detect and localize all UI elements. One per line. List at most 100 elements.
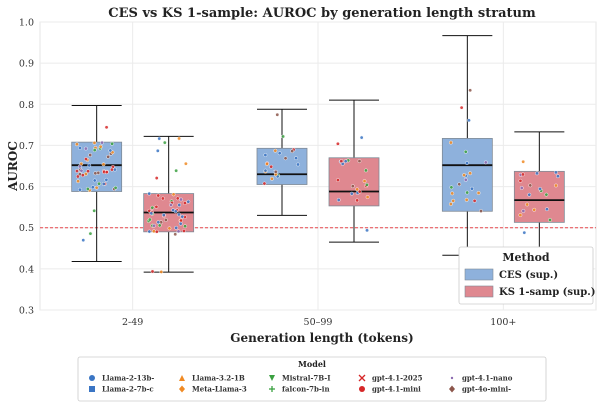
model-point [79, 168, 84, 173]
model-point [94, 185, 99, 190]
model-point [104, 170, 109, 175]
legend-swatch [464, 268, 494, 281]
model-point [87, 163, 92, 168]
model-point [459, 105, 464, 110]
model-point [152, 223, 156, 228]
model-point [263, 153, 268, 157]
model-point [84, 157, 88, 161]
model-point [177, 203, 182, 207]
model-point [468, 88, 473, 93]
model-point [336, 178, 340, 183]
x-tick-label: 50–99 [304, 317, 333, 328]
y-tick-label: 0.5 [19, 223, 34, 234]
model-point [113, 185, 118, 190]
model-point [110, 141, 115, 146]
model-point [154, 229, 159, 234]
model-point [263, 168, 268, 173]
model-point [173, 232, 178, 237]
model-point [466, 118, 471, 123]
model-point [521, 159, 526, 164]
model-point [106, 154, 111, 159]
model-point [77, 164, 82, 169]
model-point [355, 187, 360, 192]
marker-circle [359, 386, 365, 392]
model-legend: Model Llama-2-13b- Llama-2-7b-c Llama-3.2-1… [77, 356, 547, 402]
model-legend-item: falcon-7b-in [269, 385, 330, 394]
y-ticks: 0.3 0.4 0.5 0.6 0.7 0.8 0.9 1.0 [19, 18, 34, 317]
model-point [174, 168, 179, 173]
chart-title: CES vs KS 1-sample: AUROC by generation … [108, 6, 536, 21]
model-point [104, 125, 109, 130]
model-point [339, 159, 344, 164]
model-point [75, 169, 79, 173]
marker-x-b [358, 374, 366, 382]
model-point [157, 223, 162, 228]
model-point [362, 179, 367, 184]
model-point [357, 159, 362, 164]
model-point [78, 146, 82, 150]
model-legend-item: gpt-4.1-2025 [358, 374, 423, 383]
model-point [154, 176, 159, 181]
model-point [448, 202, 453, 206]
y-tick-label: 1.0 [19, 18, 34, 29]
y-axis-label: AUROC [6, 141, 20, 192]
model-point [519, 186, 524, 190]
model-point [108, 148, 113, 153]
legend-label: KS 1-samp (sup.) [499, 287, 596, 298]
method-legend: Method CES (sup.) KS 1-samp (sup.) [458, 246, 596, 305]
model-point [470, 186, 474, 191]
model-point [465, 190, 470, 195]
model-point [528, 183, 533, 188]
model-point [273, 169, 278, 174]
model-point [554, 183, 558, 188]
model-legend-item: gpt-4.1-mini [359, 385, 421, 394]
model-point [182, 228, 186, 233]
box-1-2 [513, 131, 565, 255]
model-point [147, 229, 152, 234]
marker-triangle-down [269, 375, 275, 381]
model-legend-frame [77, 356, 547, 402]
model-point [76, 179, 81, 184]
model-point [83, 171, 88, 176]
model-point [525, 202, 530, 207]
model-point [97, 181, 102, 186]
model-point [83, 146, 88, 151]
model-legend-label: Llama-2-7b-c [102, 385, 154, 394]
marker-diamond [179, 385, 185, 393]
model-point [518, 178, 523, 183]
model-point [468, 171, 473, 176]
model-point [169, 202, 173, 207]
model-point [180, 214, 185, 219]
model-point [155, 148, 160, 153]
model-point [283, 156, 288, 161]
model-point [449, 185, 454, 190]
model-point [476, 191, 481, 195]
model-point [545, 207, 549, 212]
model-point [457, 182, 462, 187]
model-point [88, 231, 93, 236]
model-point [150, 205, 155, 210]
model-point [465, 161, 469, 166]
model-point [162, 140, 167, 145]
model-legend-label: Llama-3.2-1B [192, 374, 245, 383]
model-legend-label: falcon-7b-in [282, 385, 330, 394]
model-legend-label: Mistral-7B-I [282, 374, 330, 383]
x-tick-label: 2-49 [122, 317, 143, 328]
model-legend-item: Meta-Llama-3 [179, 385, 247, 394]
model-point [174, 225, 179, 230]
model-point [147, 191, 152, 196]
model-point [294, 156, 298, 161]
model-point [336, 198, 341, 202]
model-point [175, 196, 180, 201]
model-point [98, 144, 103, 149]
model-point [281, 134, 286, 139]
model-point [273, 148, 278, 153]
model-point [77, 187, 82, 192]
model-point [86, 169, 90, 174]
model-point [535, 171, 539, 176]
marker-diamond [449, 385, 455, 393]
model-point [74, 142, 79, 147]
model-point [364, 182, 369, 187]
model-point [269, 164, 274, 169]
model-legend-item: gpt-4o-mini- [449, 385, 511, 394]
